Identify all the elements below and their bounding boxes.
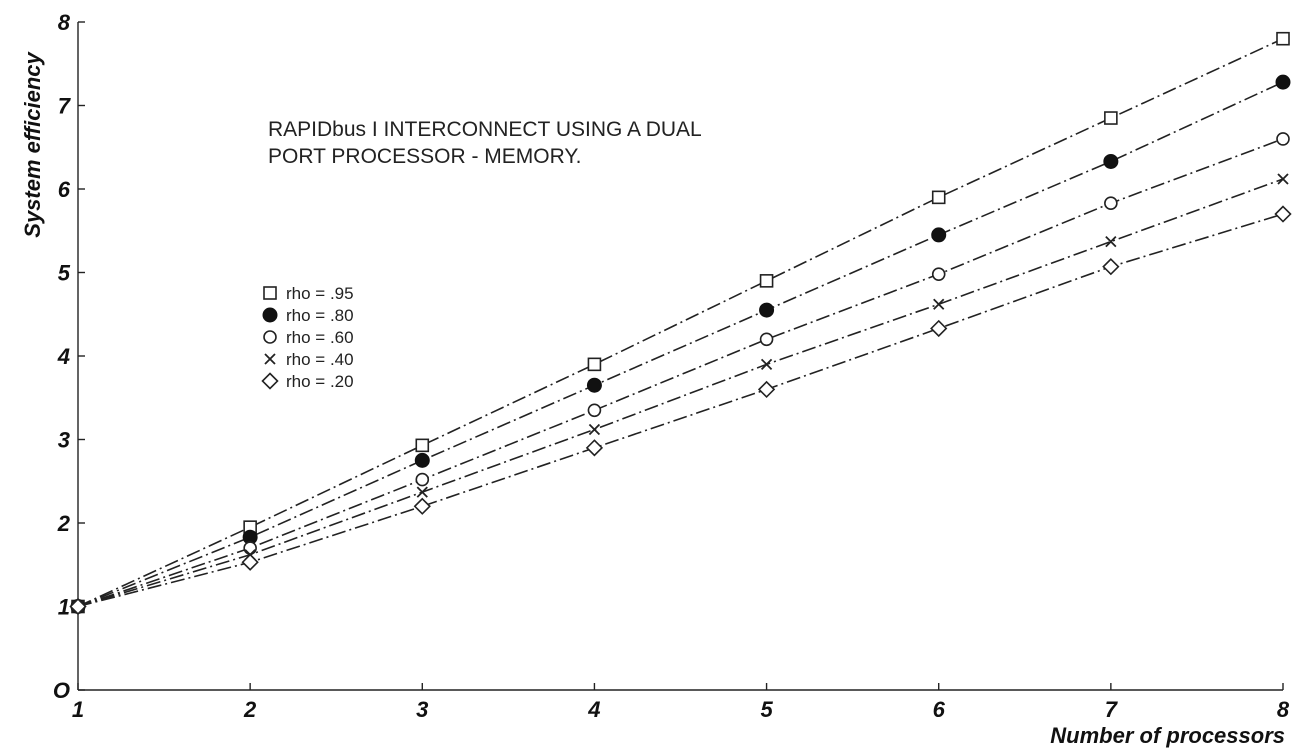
series-layer <box>69 31 1292 616</box>
marker-square-open <box>759 274 774 288</box>
marker-circle-open <box>263 330 277 344</box>
series-line <box>77 178 1284 608</box>
x-tick-label: 7 <box>1105 697 1119 722</box>
y-axis-ticks: O 1 2 3 4 5 6 7 8 <box>53 10 85 703</box>
marker-diamond-open <box>1102 258 1120 276</box>
marker-square-open <box>263 286 277 300</box>
marker-x <box>760 358 773 370</box>
marker-circle-open <box>587 403 602 418</box>
marker-x <box>264 353 276 365</box>
marker-diamond-open <box>241 553 259 571</box>
marker-circle-filled <box>759 302 775 318</box>
marker-diamond-open <box>930 319 948 338</box>
x-tick-label: 3 <box>416 697 428 722</box>
marker-square-open <box>587 357 602 372</box>
marker-square-open <box>1104 111 1118 125</box>
marker-diamond-open <box>757 380 776 399</box>
annotation-line-1: RAPIDbus I INTERCONNECT USING A DUAL <box>268 118 702 141</box>
annotation-line-2: PORT PROCESSOR - MEMORY. <box>268 145 582 168</box>
marker-circle-open <box>243 541 257 555</box>
marker-circle-filled <box>262 307 278 323</box>
y-tick-label: O <box>53 678 70 703</box>
marker-circle-open <box>931 267 946 281</box>
marker-circle-filled <box>1103 153 1119 169</box>
marker-x <box>588 423 601 436</box>
x-tick-label: 5 <box>760 697 773 722</box>
x-tick-label: 4 <box>587 697 600 722</box>
legend-label: rho = .80 <box>286 306 354 325</box>
marker-x <box>416 486 428 498</box>
x-tick-label: 6 <box>933 697 946 722</box>
marker-x <box>933 298 945 310</box>
x-tick-label: 8 <box>1277 697 1290 722</box>
y-tick-label: 2 <box>57 511 71 536</box>
marker-diamond-open <box>69 597 87 616</box>
marker-x <box>1277 173 1289 185</box>
y-tick-label: 6 <box>58 177 71 202</box>
x-axis-ticks: 1 2 3 4 5 6 7 8 <box>72 683 1290 722</box>
series-line <box>77 37 1284 608</box>
legend-label: rho = .40 <box>286 350 354 369</box>
x-tick-label: 2 <box>243 697 257 722</box>
x-axis-title: Number of processors <box>1050 723 1285 748</box>
legend-label: rho = .95 <box>286 284 354 303</box>
marker-circle-filled <box>931 227 947 243</box>
marker-circle-filled <box>586 377 602 393</box>
marker-circle-filled <box>1275 74 1291 90</box>
marker-diamond-open <box>1274 205 1292 223</box>
x-tick-label: 1 <box>72 697 84 722</box>
legend-item: rho = .40 <box>264 350 354 369</box>
series-line <box>77 213 1284 608</box>
marker-circle-open <box>415 472 430 487</box>
marker-square-open <box>415 438 430 453</box>
marker-diamond-open <box>413 497 431 515</box>
marker-circle-open <box>1276 132 1290 146</box>
y-tick-label: 8 <box>58 10 71 35</box>
marker-x <box>1105 235 1117 248</box>
legend: rho = .95 rho = .80 rho = .60 rho = .40 rho … <box>261 284 354 391</box>
y-tick-label: 1 <box>58 595 70 620</box>
marker-square-open <box>931 190 946 205</box>
series-1 <box>70 74 1291 614</box>
y-tick-label: 7 <box>58 94 72 119</box>
marker-square-open <box>1276 31 1290 46</box>
marker-diamond-open <box>261 372 279 390</box>
legend-label: rho = .20 <box>286 372 354 391</box>
y-tick-label: 3 <box>58 428 70 453</box>
y-tick-label: 5 <box>58 261 71 286</box>
legend-item: rho = .20 <box>261 372 354 391</box>
series-line <box>77 138 1284 608</box>
marker-circle-open <box>759 332 774 347</box>
marker-circle-open <box>1104 196 1118 210</box>
series-4 <box>69 205 1292 616</box>
legend-label: rho = .60 <box>286 328 354 347</box>
legend-item: rho = .60 <box>263 328 354 347</box>
y-axis-title: System efficiency <box>20 51 45 238</box>
legend-item: rho = .95 <box>263 284 354 303</box>
series-line <box>77 81 1284 608</box>
marker-circle-filled <box>414 452 430 468</box>
y-tick-label: 4 <box>57 344 70 369</box>
marker-diamond-open <box>585 439 604 457</box>
legend-item: rho = .80 <box>262 306 354 325</box>
